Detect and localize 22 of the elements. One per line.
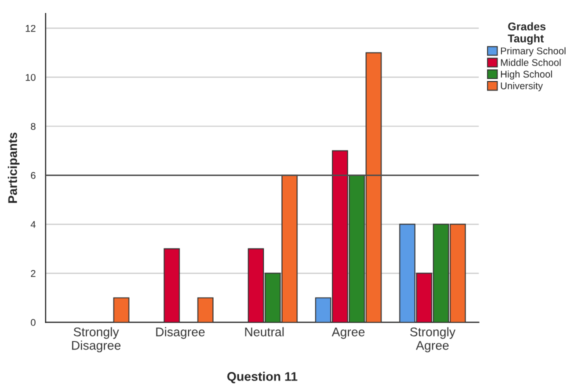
y-tick-label: 12	[26, 24, 36, 32]
legend-label: High School	[500, 70, 552, 80]
y-tick-label: 8	[30, 122, 36, 130]
y-tick-label: 0	[30, 319, 36, 326]
legend-title: Grades Taught	[508, 22, 546, 45]
bar	[164, 248, 180, 322]
bar	[113, 297, 130, 322]
y-axis-title: Participants	[8, 132, 20, 203]
x-tick-label: Strongly Disagree	[72, 327, 121, 352]
x-tick-label: Agree	[332, 328, 365, 339]
y-tick-label: 2	[30, 270, 36, 277]
y-tick-label: 4	[30, 221, 36, 228]
y-tick-label: 10	[26, 74, 36, 81]
x-axis-title: Question 11	[227, 372, 298, 384]
x-tick-label: Neutral	[245, 327, 284, 336]
x-tick-label: Strongly Agree	[410, 327, 456, 352]
x-tick-label: Disagree	[156, 327, 205, 339]
bar	[197, 297, 214, 322]
legend-label: Middle School	[500, 58, 561, 66]
y-tick-label: 6	[30, 172, 36, 179]
legend-label: University	[500, 82, 543, 92]
legend-label: Primary School	[500, 47, 566, 56]
